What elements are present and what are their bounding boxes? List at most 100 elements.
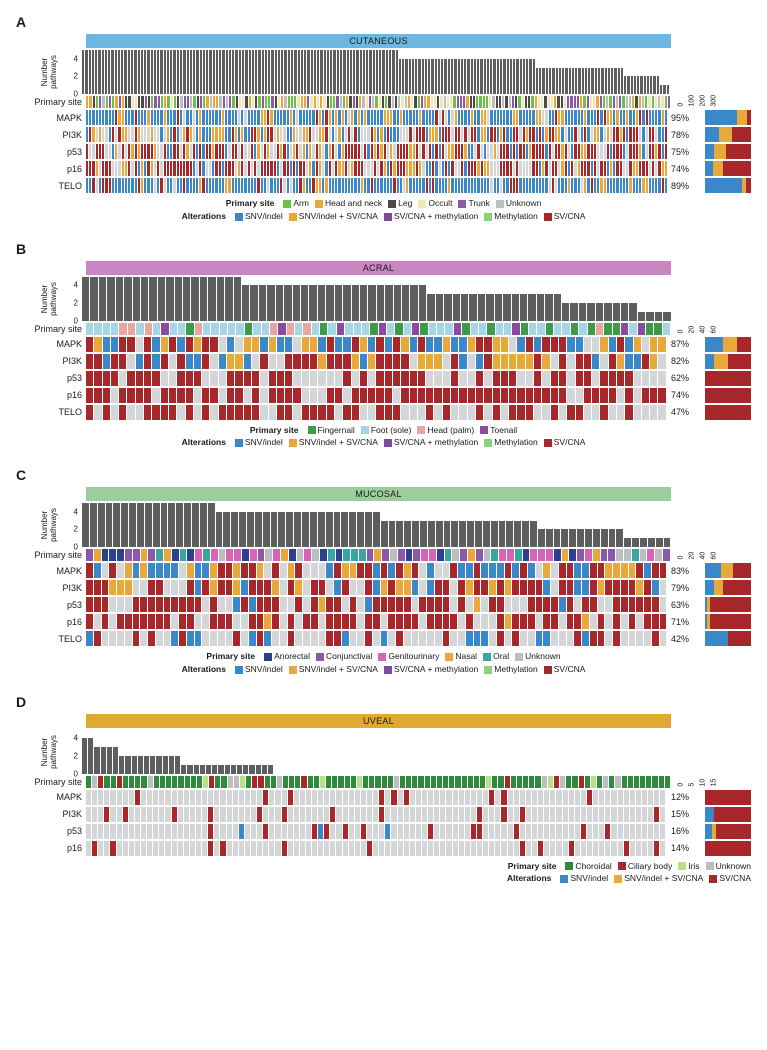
subtype-title: CUTANEOUS bbox=[86, 34, 671, 48]
pathway-label: p16 bbox=[16, 614, 86, 629]
alteration-track bbox=[86, 110, 667, 125]
y-axis: Numberpathways024 bbox=[16, 50, 82, 94]
right-axis: 0100200300 bbox=[671, 96, 751, 108]
pathway-pct: 42% bbox=[667, 631, 705, 646]
legend: Primary siteArmHead and neckLegOccultTru… bbox=[16, 197, 751, 223]
primary-site-track bbox=[86, 549, 671, 561]
alteration-track bbox=[86, 388, 667, 403]
pathway-pct: 79% bbox=[667, 580, 705, 595]
legend: Primary siteAnorectalConjunctivalGenitou… bbox=[16, 650, 751, 676]
pathway-mini-bar bbox=[705, 790, 751, 805]
alteration-track bbox=[86, 337, 667, 352]
pathway-mini-bar bbox=[705, 161, 751, 176]
alteration-track bbox=[86, 580, 667, 595]
pathway-label: p16 bbox=[16, 841, 86, 856]
pathway-label: p16 bbox=[16, 161, 86, 176]
subtype-title: UVEAL bbox=[86, 714, 671, 728]
right-axis: 0204060 bbox=[671, 549, 751, 561]
pathway-mini-bar bbox=[705, 841, 751, 856]
panel-C: CMUCOSALNumberpathways024Primary site020… bbox=[16, 467, 751, 676]
pathway-mini-bar bbox=[705, 388, 751, 403]
alteration-track bbox=[86, 563, 667, 578]
alteration-track bbox=[86, 127, 667, 142]
pathway-mini-bar bbox=[705, 631, 751, 646]
pathway-pct: 16% bbox=[667, 824, 705, 839]
pathway-mini-bar bbox=[705, 563, 751, 578]
pathway-label: MAPK bbox=[16, 110, 86, 125]
pathway-label: MAPK bbox=[16, 337, 86, 352]
panel-letter: C bbox=[16, 467, 26, 483]
pathway-label: TELO bbox=[16, 405, 86, 420]
pathway-pct: 47% bbox=[667, 405, 705, 420]
pathway-count-bars bbox=[82, 277, 671, 321]
pathway-label: MAPK bbox=[16, 790, 86, 805]
alteration-track bbox=[86, 790, 667, 805]
pathway-count-bars bbox=[82, 503, 671, 547]
y-axis: Numberpathways024 bbox=[16, 277, 82, 321]
pathway-mini-bar bbox=[705, 178, 751, 193]
pathway-pct: 78% bbox=[667, 127, 705, 142]
alteration-track bbox=[86, 614, 667, 629]
right-axis: 051015 bbox=[671, 776, 751, 788]
alteration-track bbox=[86, 597, 667, 612]
pathway-label: PI3K bbox=[16, 354, 86, 369]
alteration-track bbox=[86, 405, 667, 420]
pathway-mini-bar bbox=[705, 337, 751, 352]
primary-site-track bbox=[86, 96, 671, 108]
pathway-label: PI3K bbox=[16, 580, 86, 595]
panel-D: DUVEALNumberpathways024Primary site05101… bbox=[16, 694, 751, 886]
pathway-pct: 75% bbox=[667, 144, 705, 159]
right-axis: 0204060 bbox=[671, 323, 751, 335]
pathway-label: p16 bbox=[16, 388, 86, 403]
pathway-pct: 82% bbox=[667, 354, 705, 369]
pathway-pct: 15% bbox=[667, 807, 705, 822]
pathway-pct: 83% bbox=[667, 563, 705, 578]
pathway-mini-bar bbox=[705, 371, 751, 386]
legend: Primary siteFingernailFoot (sole)Head (p… bbox=[16, 424, 751, 450]
alteration-track bbox=[86, 161, 667, 176]
alteration-track bbox=[86, 178, 667, 193]
panel-letter: B bbox=[16, 241, 26, 257]
pathway-count-bars bbox=[82, 730, 671, 774]
subtype-title: MUCOSAL bbox=[86, 487, 671, 501]
pathway-pct: 74% bbox=[667, 161, 705, 176]
pathway-pct: 12% bbox=[667, 790, 705, 805]
pathway-pct: 89% bbox=[667, 178, 705, 193]
pathway-mini-bar bbox=[705, 354, 751, 369]
y-axis: Numberpathways024 bbox=[16, 730, 82, 774]
alteration-track bbox=[86, 807, 667, 822]
pathway-mini-bar bbox=[705, 580, 751, 595]
pathway-pct: 87% bbox=[667, 337, 705, 352]
pathway-pct: 95% bbox=[667, 110, 705, 125]
subtype-title: ACRAL bbox=[86, 261, 671, 275]
pathway-label: PI3K bbox=[16, 127, 86, 142]
panel-A: ACUTANEOUSNumberpathways024Primary site0… bbox=[16, 14, 751, 223]
pathway-label: PI3K bbox=[16, 807, 86, 822]
primary-site-track bbox=[86, 776, 671, 788]
alteration-track bbox=[86, 354, 667, 369]
alteration-track bbox=[86, 631, 667, 646]
legend: Primary siteChoroidalCiliary bodyIrisUnk… bbox=[16, 860, 751, 886]
pathway-mini-bar bbox=[705, 127, 751, 142]
panel-letter: D bbox=[16, 694, 26, 710]
pathway-mini-bar bbox=[705, 807, 751, 822]
y-axis: Numberpathways024 bbox=[16, 503, 82, 547]
pathway-mini-bar bbox=[705, 405, 751, 420]
pathway-label: p53 bbox=[16, 824, 86, 839]
pathway-mini-bar bbox=[705, 144, 751, 159]
pathway-mini-bar bbox=[705, 614, 751, 629]
pathway-pct: 74% bbox=[667, 388, 705, 403]
pathway-pct: 14% bbox=[667, 841, 705, 856]
primary-site-track bbox=[86, 323, 671, 335]
pathway-count-bars bbox=[82, 50, 671, 94]
pathway-label: TELO bbox=[16, 631, 86, 646]
pathway-label: p53 bbox=[16, 371, 86, 386]
pathway-mini-bar bbox=[705, 110, 751, 125]
pathway-pct: 63% bbox=[667, 597, 705, 612]
pathway-label: p53 bbox=[16, 597, 86, 612]
pathway-mini-bar bbox=[705, 824, 751, 839]
panel-letter: A bbox=[16, 14, 26, 30]
pathway-label: TELO bbox=[16, 178, 86, 193]
panel-B: BACRALNumberpathways024Primary site02040… bbox=[16, 241, 751, 450]
pathway-pct: 71% bbox=[667, 614, 705, 629]
